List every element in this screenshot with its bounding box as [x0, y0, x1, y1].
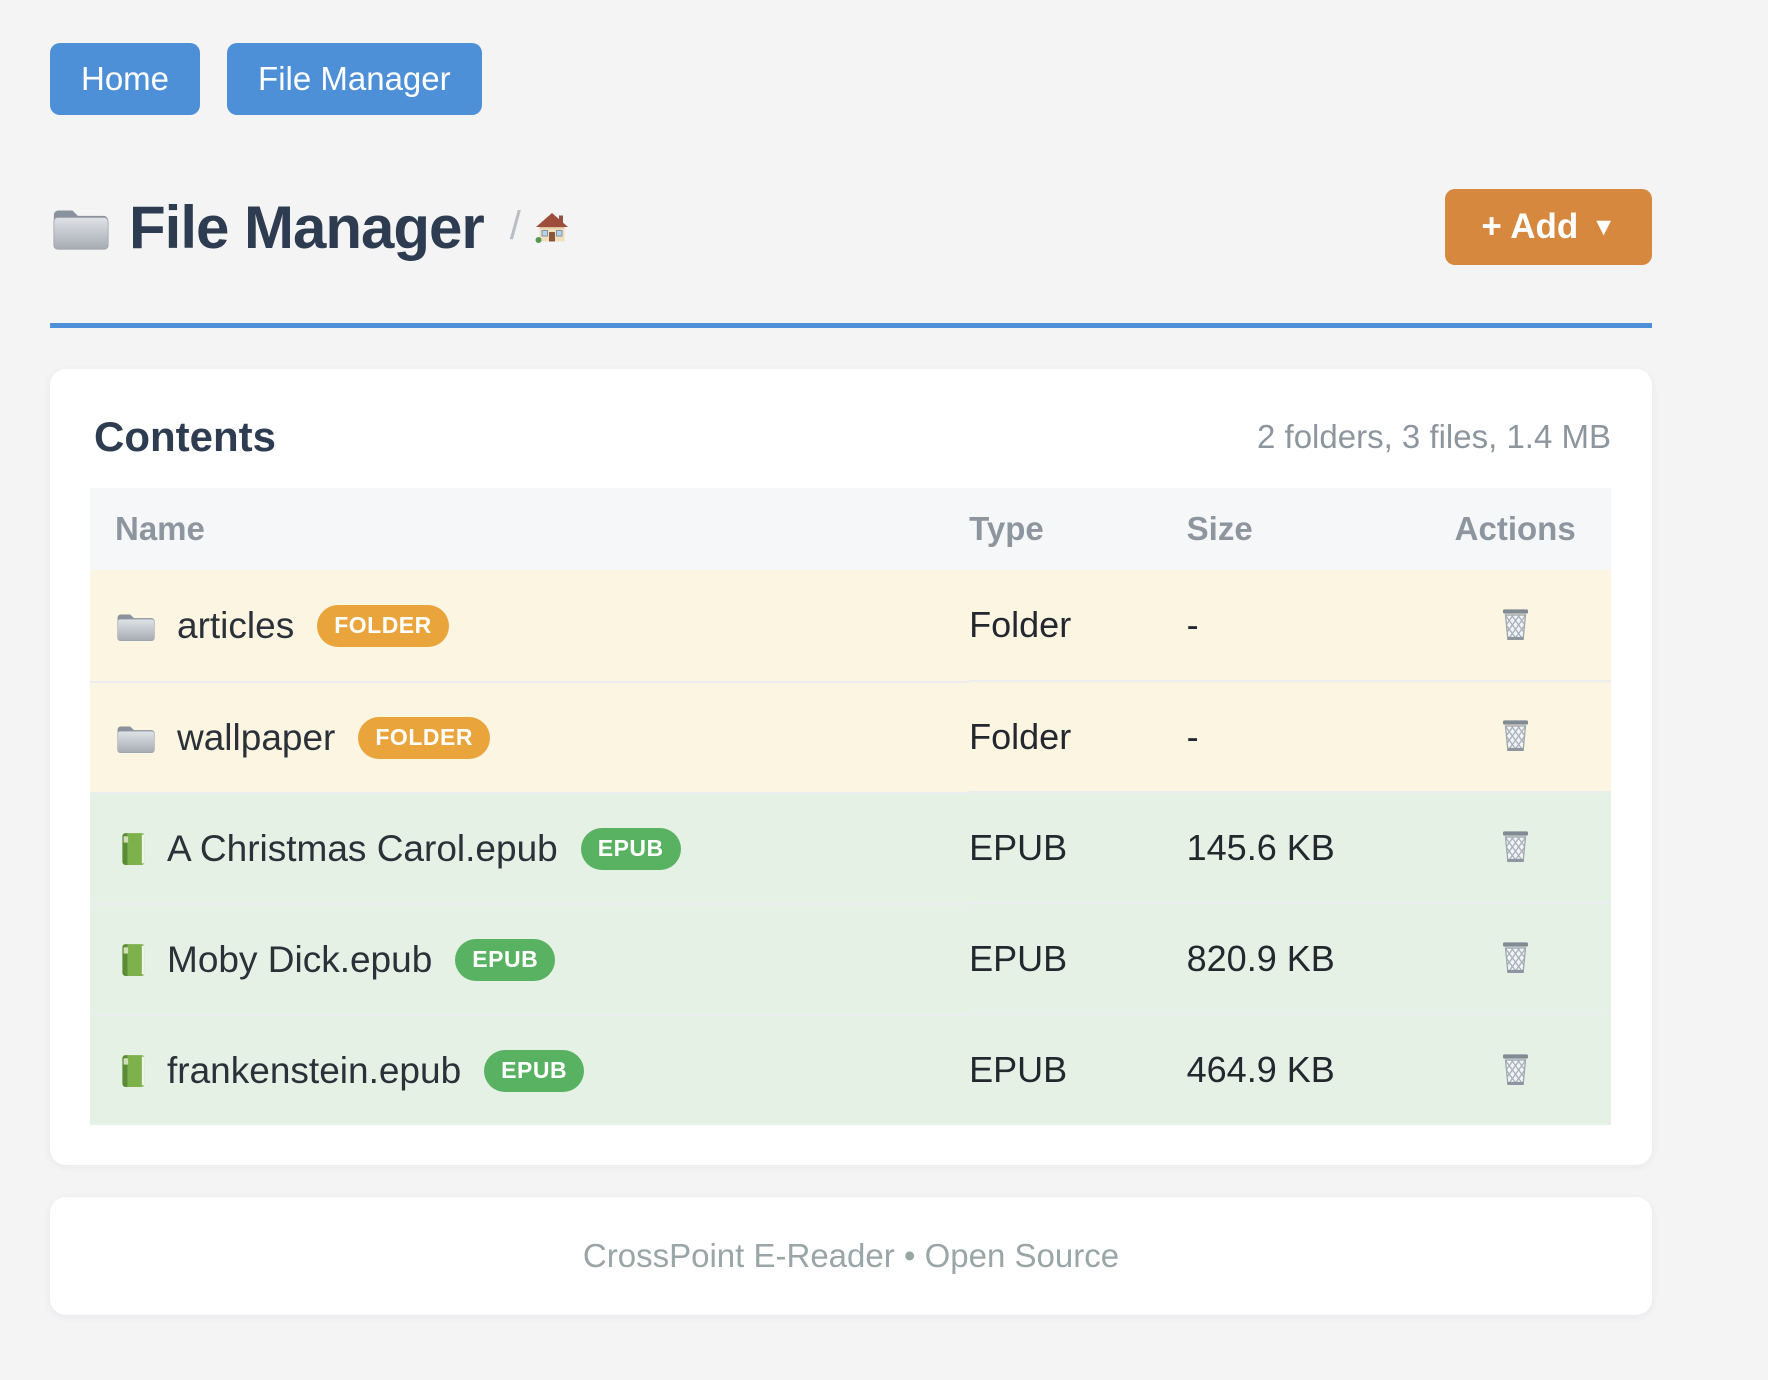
file-name-link[interactable]: frankenstein.epub — [167, 1049, 462, 1091]
file-table: Name Type Size Actions articles FOLDER — [90, 488, 1611, 1125]
breadcrumb-separator: / — [509, 204, 521, 248]
delete-button[interactable] — [1494, 713, 1537, 759]
file-manager-button[interactable]: File Manager — [227, 43, 482, 115]
book-icon — [122, 943, 145, 976]
type-badge: FOLDER — [317, 604, 449, 647]
type-cell: Folder — [969, 570, 1187, 681]
trash-icon — [1502, 831, 1528, 862]
size-cell: 145.6 KB — [1186, 791, 1420, 903]
book-icon — [122, 1054, 145, 1087]
title-wrap: File Manager / — [50, 193, 569, 262]
size-cell: 820.9 KB — [1186, 902, 1420, 1014]
folder-icon — [117, 725, 155, 753]
caret-down-icon: ▼ — [1591, 212, 1616, 241]
table-header-row: Name Type Size Actions — [90, 488, 1611, 570]
type-cell: EPUB — [969, 791, 1187, 903]
size-cell: - — [1186, 570, 1420, 681]
page-header: File Manager / + Add ▼ — [50, 189, 1652, 265]
contents-card: Contents 2 folders, 3 files, 1.4 MB Name… — [50, 369, 1652, 1165]
table-row: A Christmas Carol.epub EPUB EPUB 145.6 K… — [90, 791, 1611, 903]
page-title: File Manager — [129, 193, 485, 261]
type-badge: FOLDER — [358, 716, 490, 759]
delete-button[interactable] — [1494, 824, 1537, 870]
footer-text: CrossPoint E-Reader • Open Source — [582, 1237, 1120, 1274]
type-cell: EPUB — [969, 1013, 1187, 1125]
type-badge: EPUB — [580, 827, 681, 870]
home-button[interactable]: Home — [50, 43, 201, 115]
file-name-link[interactable]: Moby Dick.epub — [167, 938, 433, 980]
table-row: frankenstein.epub EPUB EPUB 464.9 KB — [90, 1013, 1611, 1125]
column-header-actions: Actions — [1419, 488, 1611, 570]
delete-button[interactable] — [1494, 602, 1537, 648]
folder-icon — [117, 613, 155, 641]
page: Home File Manager File Manager / — [50, 0, 1652, 1315]
add-button-label: + Add — [1481, 207, 1579, 246]
contents-card-header: Contents 2 folders, 3 files, 1.4 MB — [90, 369, 1611, 488]
trash-icon — [1502, 1053, 1528, 1085]
type-badge: EPUB — [455, 938, 556, 981]
table-row: wallpaper FOLDER Folder - — [90, 680, 1611, 792]
type-cell: EPUB — [969, 902, 1187, 1014]
delete-button[interactable] — [1494, 1047, 1537, 1093]
size-cell: 464.9 KB — [1186, 1013, 1420, 1125]
add-button[interactable]: + Add ▼ — [1445, 189, 1652, 265]
trash-icon — [1502, 608, 1528, 640]
footer-card: CrossPoint E-Reader • Open Source — [50, 1197, 1652, 1315]
trash-icon — [1502, 720, 1528, 751]
delete-button[interactable] — [1494, 935, 1537, 981]
column-header-name: Name — [90, 488, 970, 570]
file-name-link[interactable]: A Christmas Carol.epub — [167, 827, 558, 869]
folder-icon — [53, 209, 109, 250]
column-header-type: Type — [969, 488, 1187, 570]
top-nav: Home File Manager — [50, 0, 1652, 115]
file-name-link[interactable]: articles — [177, 604, 295, 646]
file-name-link[interactable]: wallpaper — [177, 716, 336, 758]
trash-icon — [1502, 942, 1528, 973]
header-divider — [50, 323, 1652, 328]
type-badge: EPUB — [484, 1049, 585, 1092]
table-row: articles FOLDER Folder - — [90, 570, 1611, 681]
size-cell: - — [1186, 680, 1420, 792]
table-row: Moby Dick.epub EPUB EPUB 820.9 KB — [90, 902, 1611, 1014]
book-icon — [122, 832, 145, 865]
contents-summary: 2 folders, 3 files, 1.4 MB — [1257, 418, 1611, 455]
contents-heading: Contents — [94, 413, 276, 460]
house-icon — [535, 213, 568, 243]
type-cell: Folder — [969, 680, 1187, 792]
column-header-size: Size — [1186, 488, 1420, 570]
breadcrumb[interactable]: / — [510, 206, 569, 248]
